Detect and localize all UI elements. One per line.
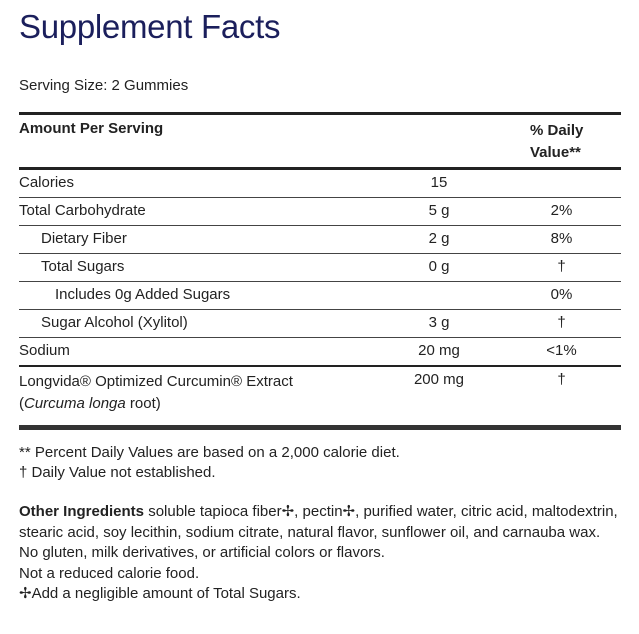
table-row: Calories 15 (19, 170, 621, 198)
table-row-extract: Longvida® Optimized Curcumin® Extract (Cu… (19, 367, 621, 430)
dv-header-line1: % Daily (530, 122, 584, 139)
nutrient-amount: 0 g (428, 258, 450, 275)
amount-header: Amount Per Serving (19, 120, 164, 137)
ingredients-text: soluble tapioca fiber✢, pectin✢, purifie… (19, 503, 618, 541)
extract-dv: † (557, 371, 566, 388)
ingredients-line: Other Ingredients soluble tapioca fiber✢… (19, 502, 629, 543)
nutrient-name: Sodium (19, 342, 70, 359)
nutrient-dv: † (557, 258, 566, 275)
nutrient-amount: 20 mg (418, 342, 460, 359)
nutrient-name: Total Sugars (41, 258, 125, 275)
facts-table: Amount Per Serving % Daily Value** Calori… (19, 112, 621, 430)
note: No gluten, milk derivatives, or artifici… (19, 544, 385, 561)
table-row: Sugar Alcohol (Xylitol) 3 g † (19, 310, 621, 338)
ingredients-label: Other Ingredients (19, 503, 145, 520)
nutrient-dv: 8% (550, 230, 573, 247)
extract-name: Longvida® Optimized Curcumin® Extract (Cu… (19, 371, 379, 415)
dv-header-line2: Value** (530, 144, 581, 161)
nutrient-name: Total Carbohydrate (19, 202, 146, 219)
footnote: † Daily Value not established. (19, 464, 216, 481)
other-ingredients: Other Ingredients soluble tapioca fiber✢… (19, 502, 629, 605)
footnotes: ** Percent Daily Values are based on a 2… (19, 443, 400, 483)
paren: ( (19, 395, 24, 412)
nutrient-amount: 3 g (428, 314, 450, 331)
nutrient-name: Dietary Fiber (41, 230, 127, 247)
latin-name: Curcuma longa (24, 395, 126, 412)
nutrient-dv: † (557, 314, 566, 331)
extract-title: Longvida® Optimized Curcumin® Extract (19, 373, 293, 390)
source-part: root) (125, 395, 161, 412)
dv-header: % Daily Value** (530, 120, 583, 164)
nutrient-amount: 2 g (428, 230, 450, 247)
note: Not a reduced calorie food. (19, 564, 200, 582)
nutrient-amount: 5 g (428, 202, 450, 219)
nutrient-name: Includes 0g Added Sugars (55, 286, 231, 303)
table-row: Sodium 20 mg <1% (19, 338, 621, 367)
note: ✢Add a negligible amount of Total Sugars… (19, 585, 301, 602)
table-row: Total Sugars 0 g † (19, 254, 621, 282)
table-header: Amount Per Serving % Daily Value** (19, 112, 621, 170)
title: Supplement Facts (19, 8, 281, 45)
serving-size: Serving Size: 2 Gummies (19, 77, 189, 94)
nutrient-amount: 15 (430, 174, 448, 191)
nutrient-name: Sugar Alcohol (Xylitol) (41, 314, 188, 331)
nutrient-dv: 0% (550, 286, 573, 303)
table-row: Includes 0g Added Sugars 0% (19, 282, 621, 310)
footnote: ** Percent Daily Values are based on a 2… (19, 444, 400, 461)
nutrient-dv: <1% (546, 342, 577, 359)
nutrient-dv: 2% (550, 202, 573, 219)
table-row: Dietary Fiber 2 g 8% (19, 226, 621, 254)
nutrient-name: Calories (19, 174, 75, 191)
table-row: Total Carbohydrate 5 g 2% (19, 198, 621, 226)
extract-amount: 200 mg (413, 371, 465, 388)
